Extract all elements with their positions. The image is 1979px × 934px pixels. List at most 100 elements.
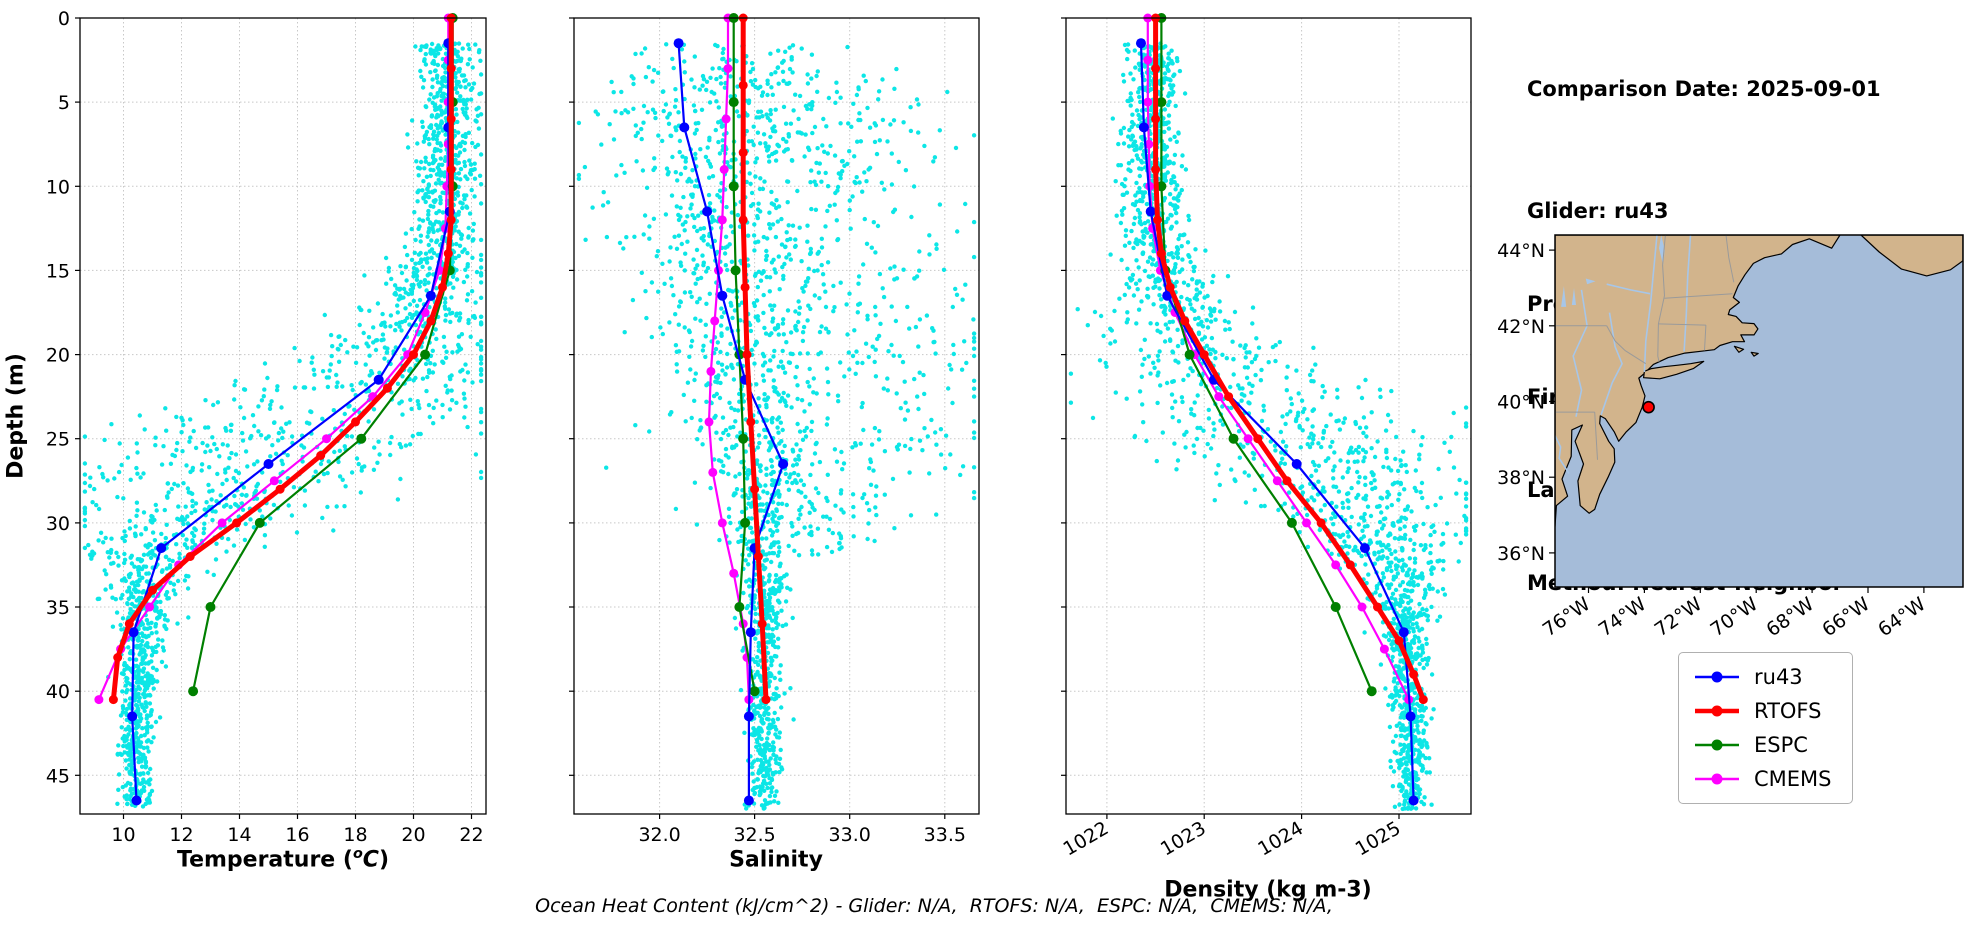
data-point-RTOFS xyxy=(1151,114,1161,124)
map-lat-label: 36°N xyxy=(1497,543,1545,565)
data-point-ru43 xyxy=(1162,290,1173,301)
location-map: 44°N 42°N 40°N 38°N 36°N 76°W 74°W 72°W 70°W 68°W… xyxy=(1497,234,1964,641)
data-point-ESPC xyxy=(420,349,431,360)
y-tick-label: 0 xyxy=(58,8,70,30)
x-tick-label: 10 xyxy=(111,824,135,846)
data-point-CMEMS xyxy=(1143,97,1153,107)
data-point-CMEMS xyxy=(708,467,718,477)
data-point-RTOFS xyxy=(1224,392,1234,402)
data-point-ru43 xyxy=(1405,711,1416,722)
y-axis-label: Depth (m) xyxy=(3,353,29,479)
data-point-ESPC xyxy=(1156,181,1167,192)
data-point-ESPC xyxy=(188,686,199,697)
data-point-CMEMS xyxy=(217,518,227,528)
river xyxy=(1643,235,1658,373)
y-tick-label: 30 xyxy=(46,513,70,535)
data-point-ru43 xyxy=(131,795,142,806)
y-tick-label: 5 xyxy=(58,92,70,114)
data-point-ru43 xyxy=(702,206,713,217)
series-RTOFS xyxy=(738,13,771,705)
data-point-ESPC xyxy=(1330,602,1341,612)
panel-temperature: 10 12 14 16 18 20 22 0 5 10 15 20 25 30 35 40 45 xyxy=(46,8,487,846)
data-point-RTOFS xyxy=(738,215,748,225)
data-point-ru43 xyxy=(128,627,139,638)
land-polygon xyxy=(1860,235,1963,277)
x-tick-label: 22 xyxy=(459,824,483,846)
data-point-ESPC xyxy=(1228,433,1239,444)
map-lat-label: 38°N xyxy=(1497,467,1545,489)
data-point-CMEMS xyxy=(1272,476,1282,486)
data-point-ru43 xyxy=(373,374,384,385)
data-point-RTOFS xyxy=(757,619,767,629)
state-border xyxy=(1664,293,1733,299)
data-point-ru43 xyxy=(745,627,756,638)
y-tick-label: 15 xyxy=(46,260,70,282)
data-point-ru43 xyxy=(679,122,690,133)
data-point-RTOFS xyxy=(1345,560,1355,570)
x-tick-label: 32.0 xyxy=(638,824,680,846)
series-ru43 xyxy=(1136,38,1419,806)
axes-frame xyxy=(1065,17,1472,815)
data-point-RTOFS xyxy=(1199,350,1209,360)
data-point-ESPC xyxy=(1184,349,1195,360)
land-polygon xyxy=(1733,345,1745,353)
xlabel-superscript: o xyxy=(352,846,363,862)
data-point-CMEMS xyxy=(706,366,716,376)
map-frame xyxy=(1554,234,1964,588)
panel-salinity: 32.0 32.5 33.0 33.5 xyxy=(569,13,980,846)
data-point-ru43 xyxy=(1408,795,1419,806)
data-point-CMEMS xyxy=(145,602,155,612)
data-point-CMEMS xyxy=(1144,139,1154,149)
data-point-ESPC xyxy=(728,97,739,108)
legend-label: ru43 xyxy=(1754,665,1803,689)
state-border xyxy=(1704,325,1707,351)
data-point-ru43 xyxy=(1138,122,1149,133)
data-point-ESPC xyxy=(738,433,749,444)
state-border xyxy=(1725,235,1735,283)
x-tick-label: 1023 xyxy=(1157,817,1210,860)
data-point-CMEMS xyxy=(1331,560,1341,570)
data-point-RTOFS xyxy=(446,215,456,225)
grid-lines xyxy=(80,17,486,814)
data-point-RTOFS xyxy=(443,249,453,259)
grid-lines xyxy=(574,17,979,814)
land-polygon xyxy=(1643,360,1705,380)
data-point-ESPC xyxy=(730,265,741,276)
map-lon-label: 76°W xyxy=(1539,593,1595,641)
data-point-RTOFS xyxy=(1394,636,1404,646)
data-point-CMEMS xyxy=(1357,602,1367,612)
data-point-RTOFS xyxy=(108,695,118,705)
river xyxy=(1606,283,1651,295)
data-point-RTOFS xyxy=(316,451,326,460)
data-point-CMEMS xyxy=(704,417,714,427)
y-tick-label: 45 xyxy=(46,765,70,787)
data-point-RTOFS xyxy=(113,653,123,662)
data-point-ESPC xyxy=(1286,517,1297,528)
data-point-RTOFS xyxy=(426,316,436,326)
x-tick-label: 18 xyxy=(343,824,367,846)
x-tick-label: 1022 xyxy=(1060,817,1113,860)
river xyxy=(1683,235,1692,352)
ohc-footnote: Ocean Heat Content (kJ/cm^2) - Glider: N… xyxy=(535,895,1333,917)
x-tick-label: 20 xyxy=(401,824,425,846)
land-polygon xyxy=(1750,351,1759,357)
legend-item-ru43: ru43 xyxy=(1693,666,1832,688)
data-point-ru43 xyxy=(743,711,754,722)
data-point-ru43 xyxy=(1145,206,1156,217)
x-tick-label: 33.0 xyxy=(829,824,871,846)
data-point-ESPC xyxy=(205,602,216,612)
river xyxy=(1555,435,1570,474)
data-point-ru43 xyxy=(1359,543,1370,554)
data-point-RTOFS xyxy=(446,165,456,174)
data-point-ru43 xyxy=(425,290,436,301)
data-point-RTOFS xyxy=(742,350,752,360)
scatter-cloud xyxy=(82,41,484,809)
legend: ru43 RTOFS ESPC CMEMS xyxy=(1678,652,1853,804)
series-ESPC xyxy=(1156,13,1377,697)
data-point-RTOFS xyxy=(1316,518,1326,528)
lake xyxy=(1585,278,1596,285)
data-point-CMEMS xyxy=(729,568,739,578)
x-tick-label: 14 xyxy=(227,824,251,846)
data-point-RTOFS xyxy=(1253,434,1263,444)
